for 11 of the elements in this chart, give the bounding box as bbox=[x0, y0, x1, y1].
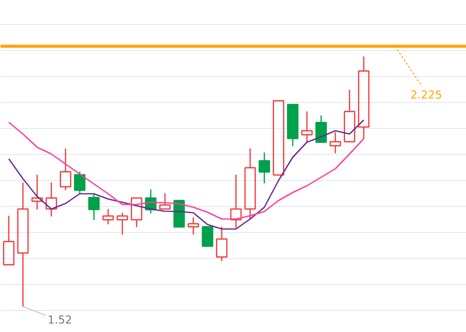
candlestick bbox=[258, 152, 270, 184]
candlestick bbox=[244, 148, 256, 220]
candlestick bbox=[17, 182, 29, 308]
text: 1.52 bbox=[48, 314, 72, 326]
text: 2.225 bbox=[410, 88, 442, 102]
candlestick bbox=[358, 56, 370, 140]
candlestick bbox=[188, 216, 200, 236]
candlestick bbox=[116, 212, 128, 236]
candlestick bbox=[216, 226, 228, 262]
candlestick bbox=[46, 182, 58, 218]
candlestick bbox=[330, 132, 342, 154]
